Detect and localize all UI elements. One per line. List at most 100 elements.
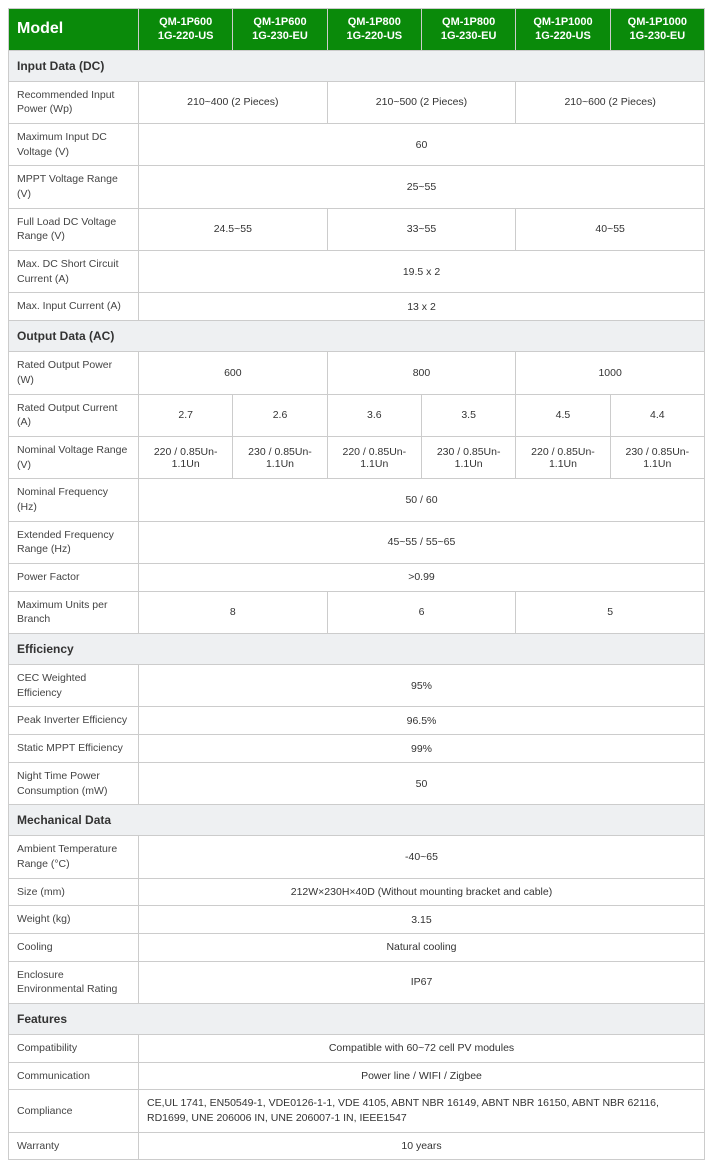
col-header-3: QM-1P8001G-230-EU xyxy=(421,9,515,51)
section-mechanical: Mechanical Data xyxy=(9,805,705,836)
cell: 210~600 (2 Pieces) xyxy=(516,81,705,123)
table-row: Power Factor>0.99 xyxy=(9,564,705,592)
row-label: Recommended Input Power (Wp) xyxy=(9,81,139,123)
table-row: Maximum Input DC Voltage (V)60 xyxy=(9,123,705,165)
cell: 8 xyxy=(139,591,328,633)
row-label: Compliance xyxy=(9,1090,139,1132)
cell: IP67 xyxy=(139,961,705,1003)
cell: 230 / 0.85Un-1.1Un xyxy=(233,436,327,478)
header-row: Model QM-1P6001G-220-US QM-1P6001G-230-E… xyxy=(9,9,705,51)
row-label: Communication xyxy=(9,1062,139,1090)
table-row: CoolingNatural cooling xyxy=(9,933,705,961)
cell: 10 years xyxy=(139,1132,705,1160)
table-row: MPPT Voltage Range (V)25~55 xyxy=(9,166,705,208)
cell: 1000 xyxy=(516,352,705,394)
table-row: Ambient Temperature Range (°C)-40~65 xyxy=(9,836,705,878)
row-label: Rated Output Current (A) xyxy=(9,394,139,436)
cell: 13 x 2 xyxy=(139,293,705,321)
cell: 220 / 0.85Un-1.1Un xyxy=(516,436,610,478)
cell: 50 xyxy=(139,762,705,804)
row-label: Ambient Temperature Range (°C) xyxy=(9,836,139,878)
table-row: Night Time Power Consumption (mW)50 xyxy=(9,762,705,804)
cell: 24.5~55 xyxy=(139,208,328,250)
row-label: CEC Weighted Efficiency xyxy=(9,665,139,707)
row-label: Enclosure Environmental Rating xyxy=(9,961,139,1003)
spec-table: Model QM-1P6001G-220-US QM-1P6001G-230-E… xyxy=(8,8,705,1160)
cell: 220 / 0.85Un-1.1Un xyxy=(139,436,233,478)
cell: Natural cooling xyxy=(139,933,705,961)
row-label: Full Load DC Voltage Range (V) xyxy=(9,208,139,250)
table-row: Extended Frequency Range (Hz)45~55 / 55~… xyxy=(9,521,705,563)
section-efficiency: Efficiency xyxy=(9,634,705,665)
row-label: Size (mm) xyxy=(9,878,139,906)
table-row: Weight (kg)3.15 xyxy=(9,906,705,934)
row-label: Weight (kg) xyxy=(9,906,139,934)
table-row: CommunicationPower line / WIFI / Zigbee xyxy=(9,1062,705,1090)
row-label: Static MPPT Efficiency xyxy=(9,735,139,763)
cell: 210~400 (2 Pieces) xyxy=(139,81,328,123)
row-label: Maximum Units per Branch xyxy=(9,591,139,633)
row-label: Cooling xyxy=(9,933,139,961)
table-row: Nominal Frequency (Hz)50 / 60 xyxy=(9,479,705,521)
cell: 220 / 0.85Un-1.1Un xyxy=(327,436,421,478)
row-label: Nominal Frequency (Hz) xyxy=(9,479,139,521)
cell: 4.5 xyxy=(516,394,610,436)
cell: 2.7 xyxy=(139,394,233,436)
cell: 50 / 60 xyxy=(139,479,705,521)
cell: 230 / 0.85Un-1.1Un xyxy=(421,436,515,478)
table-row: Warranty10 years xyxy=(9,1132,705,1160)
cell: 33~55 xyxy=(327,208,516,250)
cell: 4.4 xyxy=(610,394,704,436)
cell: 60 xyxy=(139,123,705,165)
model-header: Model xyxy=(9,9,139,51)
row-label: Max. Input Current (A) xyxy=(9,293,139,321)
table-row: Full Load DC Voltage Range (V)24.5~5533~… xyxy=(9,208,705,250)
cell: 40~55 xyxy=(516,208,705,250)
section-features: Features xyxy=(9,1004,705,1035)
cell: 600 xyxy=(139,352,328,394)
cell: 2.6 xyxy=(233,394,327,436)
cell: 230 / 0.85Un-1.1Un xyxy=(610,436,704,478)
cell: 45~55 / 55~65 xyxy=(139,521,705,563)
col-header-5: QM-1P10001G-230-EU xyxy=(610,9,704,51)
table-row: Enclosure Environmental RatingIP67 xyxy=(9,961,705,1003)
table-row: ComplianceCE,UL 1741, EN50549-1, VDE0126… xyxy=(9,1090,705,1132)
cell: 95% xyxy=(139,665,705,707)
cell: 99% xyxy=(139,735,705,763)
section-input-dc: Input Data (DC) xyxy=(9,50,705,81)
row-label: Power Factor xyxy=(9,564,139,592)
cell: Power line / WIFI / Zigbee xyxy=(139,1062,705,1090)
row-label: Night Time Power Consumption (mW) xyxy=(9,762,139,804)
table-row: Max. DC Short Circuit Current (A)19.5 x … xyxy=(9,251,705,293)
col-header-2: QM-1P8001G-220-US xyxy=(327,9,421,51)
cell: Compatible with 60~72 cell PV modules xyxy=(139,1035,705,1063)
row-label: Peak Inverter Efficiency xyxy=(9,707,139,735)
table-row: CompatibilityCompatible with 60~72 cell … xyxy=(9,1035,705,1063)
row-label: MPPT Voltage Range (V) xyxy=(9,166,139,208)
table-row: Rated Output Power (W)6008001000 xyxy=(9,352,705,394)
row-label: Compatibility xyxy=(9,1035,139,1063)
col-header-1: QM-1P6001G-230-EU xyxy=(233,9,327,51)
cell: 6 xyxy=(327,591,516,633)
table-row: Size (mm)212W×230H×40D (Without mounting… xyxy=(9,878,705,906)
cell: CE,UL 1741, EN50549-1, VDE0126-1-1, VDE … xyxy=(139,1090,705,1132)
row-label: Rated Output Power (W) xyxy=(9,352,139,394)
cell: 3.6 xyxy=(327,394,421,436)
cell: 800 xyxy=(327,352,516,394)
table-row: Rated Output Current (A)2.72.63.63.54.54… xyxy=(9,394,705,436)
row-label: Nominal Voltage Range (V) xyxy=(9,436,139,478)
cell: 3.15 xyxy=(139,906,705,934)
cell: 3.5 xyxy=(421,394,515,436)
cell: 25~55 xyxy=(139,166,705,208)
table-row: Nominal Voltage Range (V)220 / 0.85Un-1.… xyxy=(9,436,705,478)
row-label: Max. DC Short Circuit Current (A) xyxy=(9,251,139,293)
table-row: Peak Inverter Efficiency96.5% xyxy=(9,707,705,735)
cell: 96.5% xyxy=(139,707,705,735)
section-output-ac: Output Data (AC) xyxy=(9,321,705,352)
cell: >0.99 xyxy=(139,564,705,592)
cell: 212W×230H×40D (Without mounting bracket … xyxy=(139,878,705,906)
row-label: Extended Frequency Range (Hz) xyxy=(9,521,139,563)
col-header-4: QM-1P10001G-220-US xyxy=(516,9,610,51)
table-row: CEC Weighted Efficiency95% xyxy=(9,665,705,707)
col-header-0: QM-1P6001G-220-US xyxy=(139,9,233,51)
